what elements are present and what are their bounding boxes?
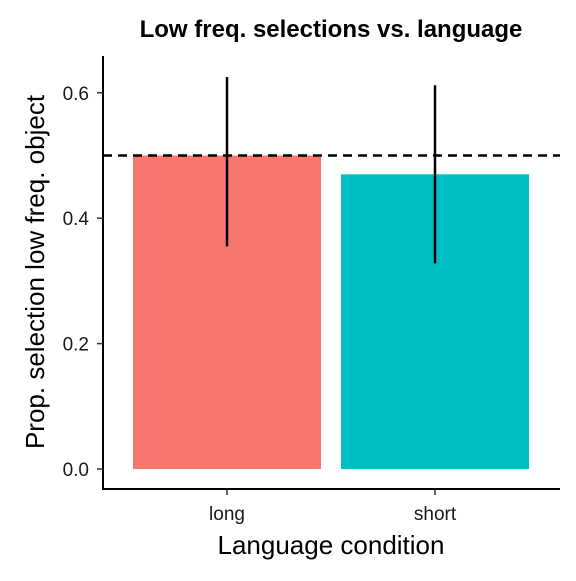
- y-tick-label: 0.2: [63, 335, 89, 356]
- y-tick-label: 0.6: [63, 84, 89, 105]
- y-ticks-layer: 0.0 0.2 0.4 0.6: [63, 84, 103, 481]
- y-tick-label: 0.4: [63, 209, 90, 230]
- x-ticks-layer: long short: [209, 489, 457, 525]
- y-axis-title: Prop. selection low freq. object: [20, 94, 50, 449]
- bars-layer: [133, 155, 529, 469]
- x-tick-label-long: long: [209, 504, 245, 525]
- y-tick-label: 0.0: [63, 460, 89, 481]
- x-tick-label-short: short: [414, 504, 457, 525]
- x-axis-title: Language condition: [218, 530, 445, 560]
- chart-title: Low freq. selections vs. language: [140, 16, 523, 43]
- error-bars-layer: [225, 77, 437, 264]
